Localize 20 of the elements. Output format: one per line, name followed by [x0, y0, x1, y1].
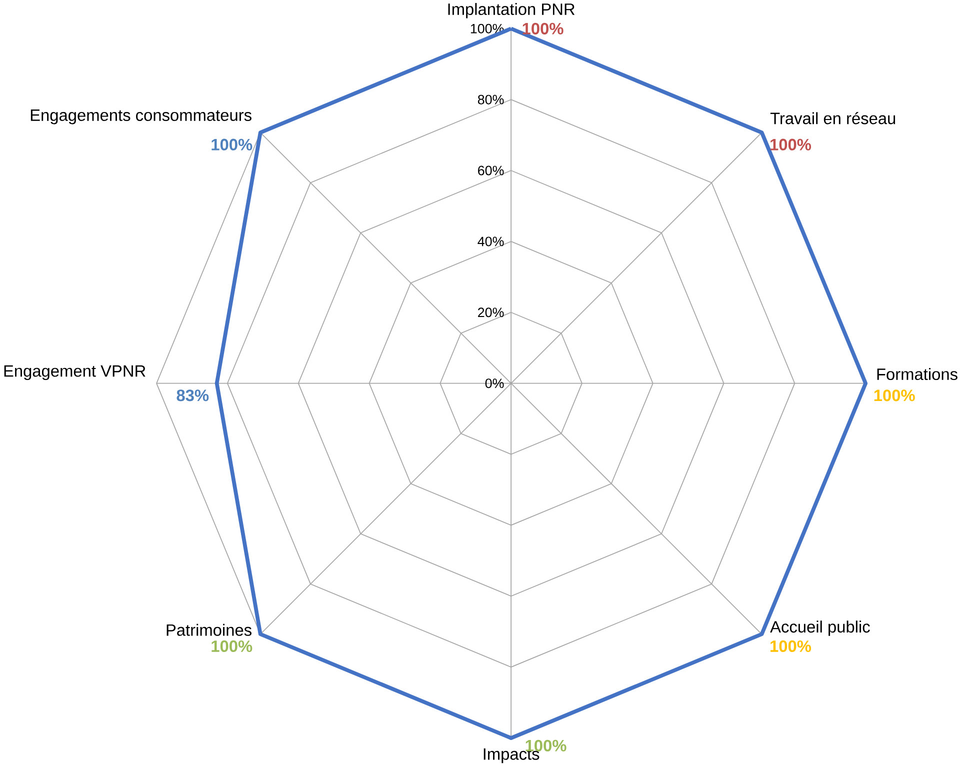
y-tick-label: 80%	[478, 94, 504, 104]
data-label: 100%	[212, 640, 252, 652]
data-label: 100%	[522, 22, 564, 34]
data-label: 83%	[176, 390, 209, 402]
y-tick-label: 40%	[478, 236, 504, 246]
y-tick-label: 100%	[470, 24, 504, 34]
y-tick-label: 60%	[478, 166, 504, 176]
spoke-label: Patrimoines	[166, 624, 252, 636]
data-label: 100%	[770, 138, 812, 150]
data-label: 100%	[874, 390, 915, 402]
spoke-label: Engagements consommateurs	[30, 110, 252, 124]
y-tick-label: 20%	[478, 308, 504, 318]
spoke-label: Implantation PNR	[448, 2, 575, 18]
spoke-label: Formations	[877, 368, 958, 380]
data-label: 100%	[770, 640, 812, 652]
spoke-label: Travail en réseau	[770, 112, 896, 124]
spoke-label: Engagement VPNR	[4, 365, 146, 380]
data-label: 100%	[212, 138, 252, 150]
spoke-label: Accueil public	[770, 620, 870, 636]
y-tick-label: 0%	[485, 378, 504, 388]
